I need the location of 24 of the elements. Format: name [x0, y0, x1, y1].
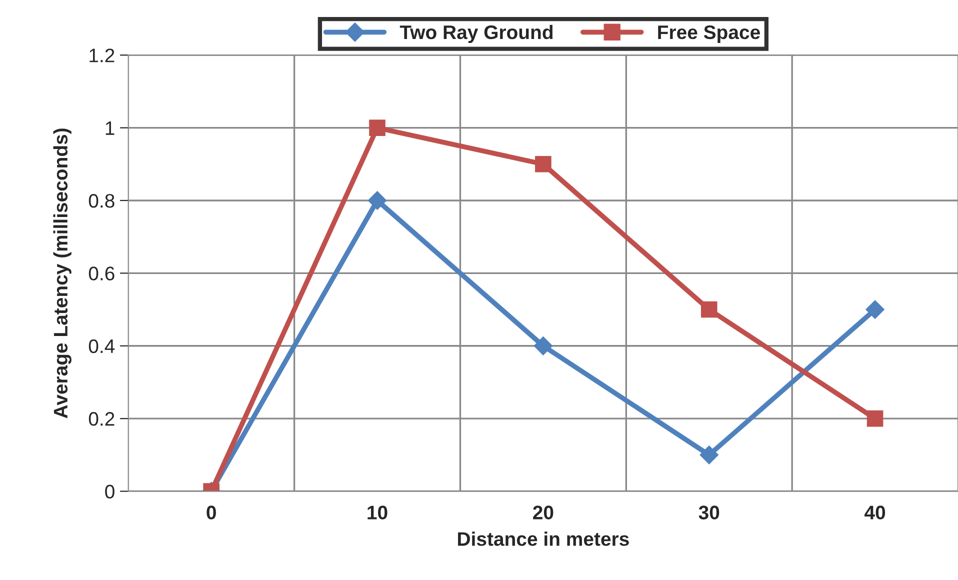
y-tick-label: 0 [105, 484, 114, 498]
x-axis-title: Distance in meters [458, 532, 629, 546]
y-axis-title: Average Latency (milliseconds) [53, 128, 72, 418]
point [866, 410, 884, 427]
y-tick-label: 1.2 [90, 48, 114, 62]
point [369, 120, 386, 136]
point [535, 156, 552, 172]
x-tick-label: 0 [206, 506, 216, 520]
x-tick-label: 40 [864, 506, 886, 520]
y-tick-label: 1 [106, 121, 114, 135]
y-tick-label: 0.6 [88, 266, 114, 280]
point [368, 191, 387, 210]
x-tick-label: 20 [533, 506, 554, 520]
point [866, 300, 884, 319]
legend-label: Free Space [658, 25, 760, 43]
y-tick-label: 0.8 [88, 194, 114, 208]
x-tick-label: 30 [698, 506, 720, 520]
legend-label: Two Ray Ground [400, 24, 553, 43]
y-tick-label: 0.4 [88, 339, 115, 354]
point [534, 336, 553, 356]
x-tick-label: 10 [368, 506, 388, 520]
y-tick-label: 0.2 [88, 412, 114, 426]
point [700, 446, 718, 464]
point [700, 301, 718, 318]
